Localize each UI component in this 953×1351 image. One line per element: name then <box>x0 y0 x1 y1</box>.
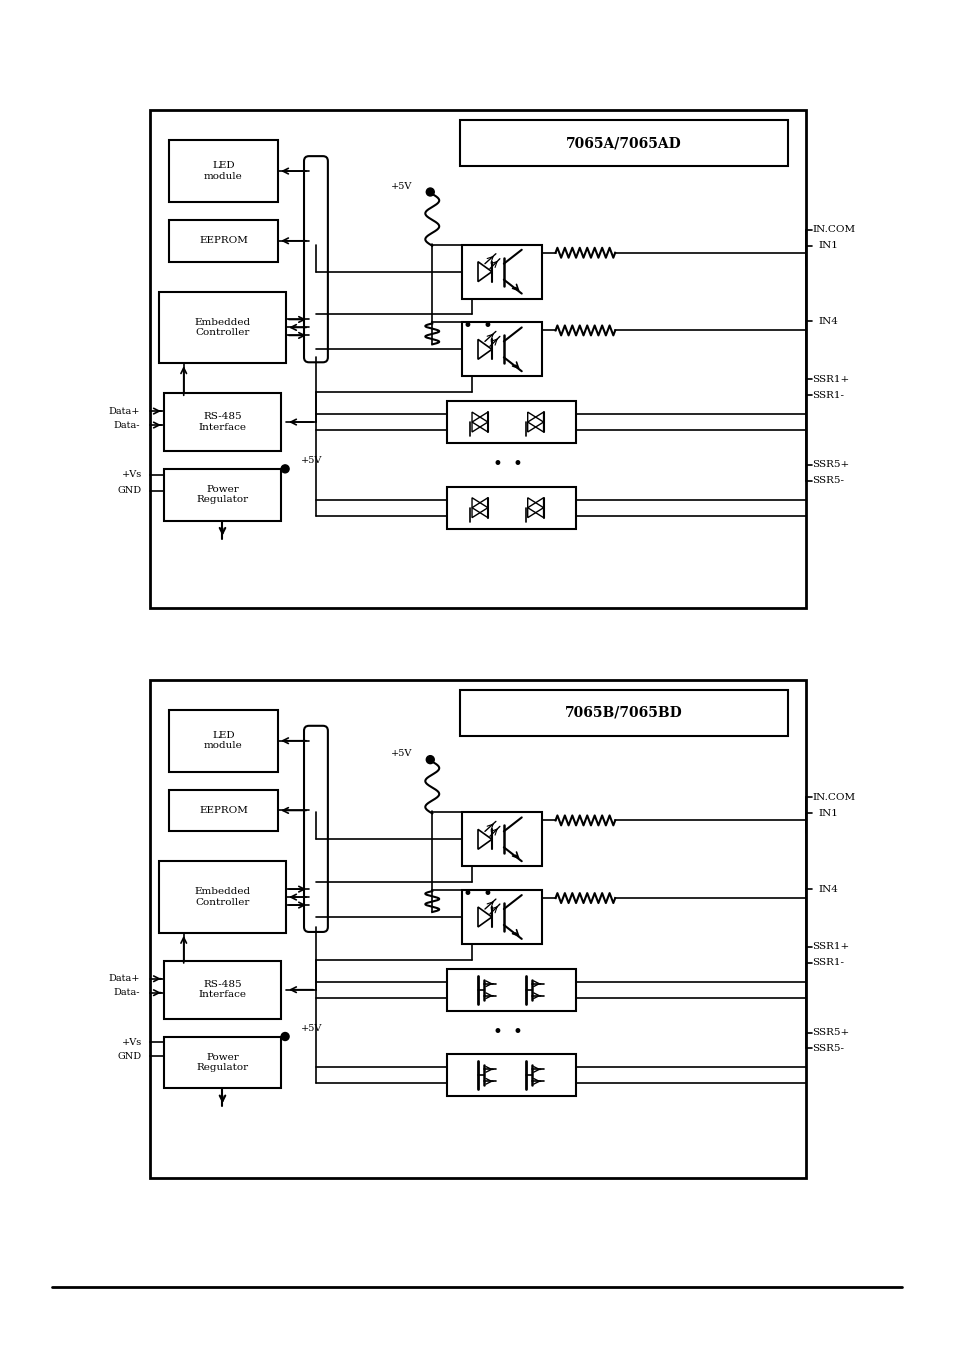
Text: +5V: +5V <box>391 181 412 190</box>
Text: Data-: Data- <box>113 988 140 997</box>
Text: •: • <box>461 886 472 902</box>
Bar <box>461 890 541 944</box>
Text: SSR1+: SSR1+ <box>811 374 848 384</box>
Text: Data-: Data- <box>113 420 140 430</box>
Bar <box>164 469 281 520</box>
Text: +5V: +5V <box>301 1024 322 1034</box>
Bar <box>461 812 541 866</box>
Text: IN.COM: IN.COM <box>811 226 854 234</box>
FancyBboxPatch shape <box>304 725 328 932</box>
Bar <box>447 969 576 1011</box>
Bar <box>164 393 281 451</box>
Bar <box>447 486 576 528</box>
Text: •: • <box>513 1024 522 1042</box>
Text: IN4: IN4 <box>817 885 837 893</box>
FancyBboxPatch shape <box>304 157 328 362</box>
Text: RS-485
Interface: RS-485 Interface <box>198 979 246 1000</box>
Text: •: • <box>513 457 522 473</box>
Circle shape <box>426 188 434 196</box>
Text: +Vs: +Vs <box>122 470 142 480</box>
Text: +Vs: +Vs <box>122 1038 142 1047</box>
Text: •: • <box>493 1024 502 1042</box>
Text: SSR5-: SSR5- <box>811 1044 843 1052</box>
Bar <box>159 861 286 934</box>
Text: Data+: Data+ <box>109 974 140 984</box>
Text: RS-485
Interface: RS-485 Interface <box>198 412 246 432</box>
Text: IN1: IN1 <box>817 242 837 250</box>
Bar <box>447 1054 576 1096</box>
Text: •: • <box>493 457 502 473</box>
Bar <box>169 220 278 262</box>
Bar <box>461 245 541 299</box>
Text: SSR5-: SSR5- <box>811 477 843 485</box>
Bar <box>169 789 278 831</box>
Bar <box>459 120 787 166</box>
Bar <box>447 401 576 443</box>
Bar <box>150 680 805 1178</box>
Text: GND: GND <box>118 486 142 496</box>
Text: +5V: +5V <box>301 457 322 465</box>
Text: LED
module: LED module <box>204 731 243 750</box>
Text: IN4: IN4 <box>817 317 837 326</box>
Bar <box>461 323 541 376</box>
Text: SSR5+: SSR5+ <box>811 1028 848 1038</box>
Text: Power
Regulator: Power Regulator <box>196 1052 249 1073</box>
Text: EEPROM: EEPROM <box>199 236 248 246</box>
Bar <box>159 292 286 363</box>
Bar <box>164 1036 281 1089</box>
Text: +5V: +5V <box>391 750 412 758</box>
Text: IN.COM: IN.COM <box>811 793 854 802</box>
Text: 7065A/7065AD: 7065A/7065AD <box>566 136 681 150</box>
Text: Power
Regulator: Power Regulator <box>196 485 249 504</box>
Text: Embedded
Controller: Embedded Controller <box>194 888 251 907</box>
Text: SSR5+: SSR5+ <box>811 461 848 469</box>
Text: EEPROM: EEPROM <box>199 807 248 815</box>
Text: •: • <box>481 886 492 902</box>
Text: GND: GND <box>118 1052 142 1061</box>
Bar <box>150 111 805 608</box>
Bar <box>169 141 278 201</box>
Text: 7065B/7065BD: 7065B/7065BD <box>565 705 682 720</box>
Circle shape <box>281 465 289 473</box>
Text: LED
module: LED module <box>204 161 243 181</box>
Text: •: • <box>481 317 492 335</box>
Circle shape <box>281 1032 289 1040</box>
Bar <box>169 709 278 771</box>
Text: SSR1+: SSR1+ <box>811 943 848 951</box>
Circle shape <box>426 755 434 763</box>
Text: IN1: IN1 <box>817 809 837 817</box>
Bar <box>164 961 281 1019</box>
Text: SSR1-: SSR1- <box>811 958 843 967</box>
Bar <box>459 690 787 736</box>
Text: Embedded
Controller: Embedded Controller <box>194 317 251 338</box>
Text: •: • <box>461 317 472 335</box>
Text: Data+: Data+ <box>109 407 140 416</box>
Text: SSR1-: SSR1- <box>811 390 843 400</box>
